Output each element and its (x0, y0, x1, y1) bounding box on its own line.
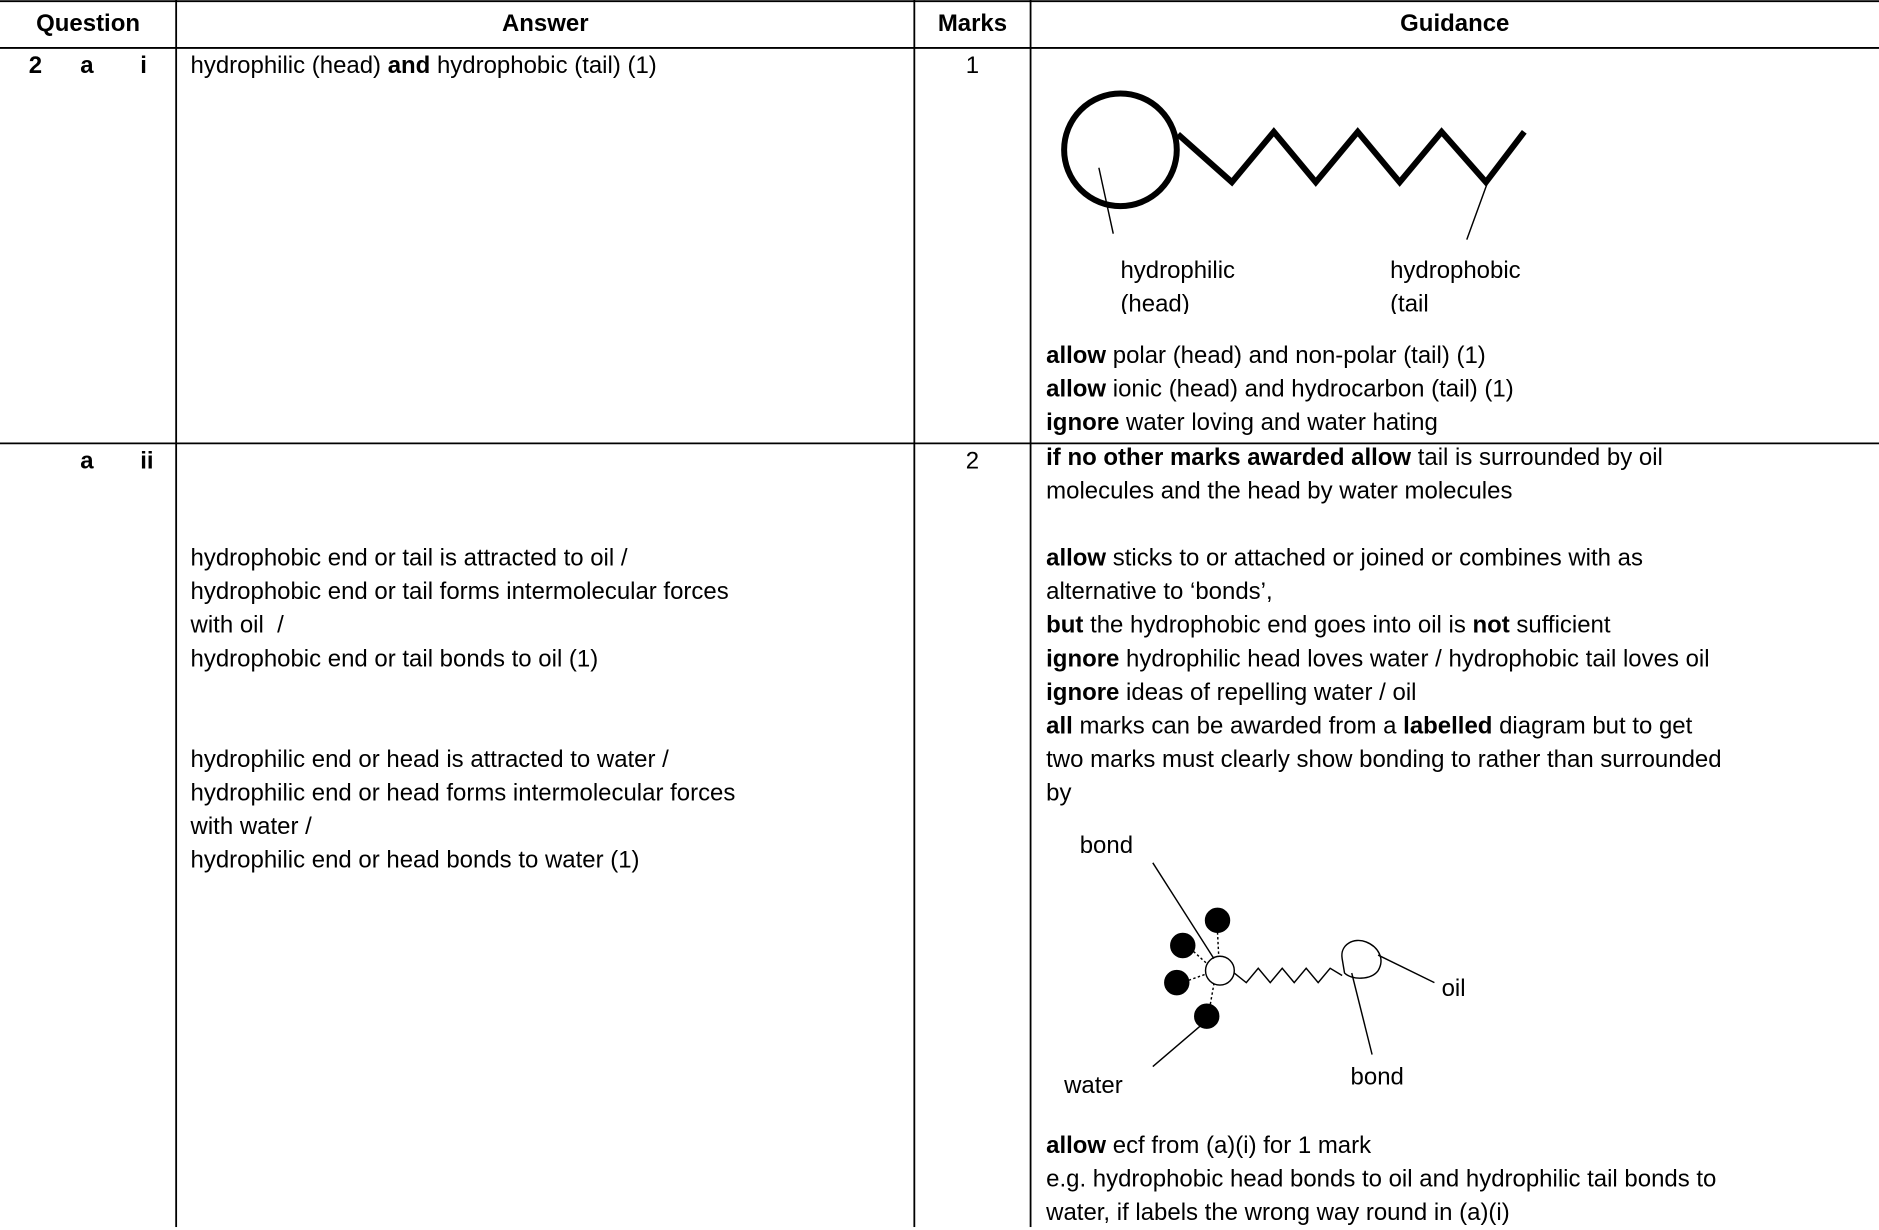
text: molecules and the head by water molecule… (1046, 478, 1513, 505)
guidance-line: but the hydrophobic end goes into oil is… (1046, 609, 1610, 643)
guidance-line: alternative to ‘bonds’, (1046, 575, 1273, 609)
guidance-line: ignore ideas of repelling water / oil (1046, 676, 1416, 710)
guidance-line: two marks must clearly show bonding to r… (1046, 743, 1721, 777)
guidance-line: ignore hydrophilic head loves water / hy… (1046, 642, 1709, 676)
text: by (1046, 780, 1072, 807)
diagram-label: hydrophobic (1390, 257, 1521, 285)
text: hydrophilic (head) (190, 52, 388, 80)
diagram-label: water (1064, 1072, 1123, 1099)
question-number: i (140, 52, 147, 80)
text: hydrophilic end or head bonds to water (… (190, 847, 640, 874)
marks: 2 (965, 448, 980, 475)
text: water, if labels the wrong way round in … (1046, 1199, 1510, 1226)
bold-text: labelled (1403, 713, 1493, 740)
text: hydrophobic end or tail is attracted to … (190, 545, 628, 572)
guidance-line: by (1046, 777, 1071, 811)
text: hydrophilic end or head is attracted to … (190, 746, 669, 773)
bold-text: allow (1046, 545, 1107, 572)
text: tail is surrounded by oil (1411, 444, 1663, 471)
guidance-line: ignore water loving and water hating (1046, 406, 1438, 440)
bold-text: ignore (1046, 679, 1120, 706)
text: hydrophobic (tail) (1) (430, 52, 657, 80)
surfactant-diagram (1061, 90, 1527, 240)
question-number: ii (140, 448, 154, 475)
text: polar (head) and non-polar (tail) (1) (1106, 342, 1486, 370)
answer-line: with oil / (191, 609, 284, 643)
bold-text: not (1472, 612, 1510, 639)
guidance-line: if no other marks awarded allow tail is … (1046, 441, 1663, 475)
diagram-label: (tail (1390, 291, 1429, 314)
answer-line: hydrophilic end or head is attracted to … (191, 743, 669, 777)
guidance-line: allow ionic (head) and hydrocarbon (tail… (1046, 373, 1514, 407)
text: with water / (190, 813, 312, 841)
guidance-line: allow polar (head) and non-polar (tail) … (1046, 339, 1486, 373)
marks: 1 (965, 52, 980, 80)
answer-line: hydrophilic end or head bonds to water (… (191, 844, 640, 878)
text: ecf from (a)(i) for 1 mark (1106, 1132, 1372, 1159)
diagram-label: bond (1079, 832, 1134, 860)
bold-text: allow (1046, 1132, 1107, 1159)
text: marks can be awarded from a (1072, 713, 1404, 740)
bold-text: and (387, 52, 431, 80)
guidance-line: all marks can be awarded from a labelled… (1046, 709, 1692, 743)
column-header: Marks (937, 10, 1008, 38)
answer-line: hydrophilic (head) and hydrophobic (tail… (191, 49, 657, 83)
guidance-line: water, if labels the wrong way round in … (1046, 1196, 1510, 1230)
bold-text: ignore (1046, 645, 1120, 673)
diagram-label: bond (1350, 1064, 1404, 1091)
column-header: Guidance (1400, 10, 1510, 38)
text: sticks to or attached or joined or combi… (1106, 545, 1643, 572)
text: with oil / (190, 612, 284, 639)
diagram-label: hydrophilic (1120, 257, 1236, 285)
text: alternative to ‘bonds’, (1046, 578, 1273, 606)
bold-text: but (1046, 612, 1084, 639)
guidance-line: allow ecf from (a)(i) for 1 mark (1046, 1129, 1371, 1163)
answer-line: hydrophilic end or head forms intermolec… (191, 777, 736, 811)
text: hydrophobic end or tail bonds to oil (1) (190, 645, 599, 673)
question-number: 2 (28, 52, 43, 80)
bold-text: all (1046, 713, 1073, 740)
answer-line: with water / (191, 810, 312, 844)
bold-text: ignore (1046, 409, 1120, 437)
text: e.g. hydrophobic head bonds to oil and h… (1046, 1165, 1717, 1193)
question-number: a (80, 448, 94, 475)
guidance-line: molecules and the head by water molecule… (1046, 475, 1512, 509)
bold-text: if no other marks awarded allow (1046, 444, 1412, 471)
question-number: a (80, 52, 94, 80)
text: the hydrophobic end goes into oil is (1083, 612, 1473, 639)
text: diagram but to get (1492, 713, 1693, 740)
text: sufficient (1509, 612, 1611, 639)
bold-text: allow (1046, 342, 1107, 370)
text: hydrophobic end or tail forms intermolec… (190, 578, 729, 606)
bonding-diagram (1152, 862, 1435, 1068)
text: water loving and water hating (1119, 409, 1438, 437)
text: ideas of repelling water / oil (1119, 679, 1417, 706)
diagram-label: (head) (1120, 291, 1190, 314)
answer-line: hydrophobic end or tail bonds to oil (1) (191, 642, 599, 676)
text: hydrophilic head loves water / hydrophob… (1119, 645, 1710, 673)
text: ionic (head) and hydrocarbon (tail) (1) (1106, 376, 1514, 403)
guidance-line: allow sticks to or attached or joined or… (1046, 542, 1643, 576)
guidance-line: e.g. hydrophobic head bonds to oil and h… (1046, 1162, 1716, 1196)
text: hydrophilic end or head forms intermolec… (190, 780, 736, 807)
bold-text: allow (1046, 376, 1107, 403)
answer-line: hydrophobic end or tail is attracted to … (191, 542, 628, 576)
text: two marks must clearly show bonding to r… (1046, 746, 1722, 773)
diagram-label: oil (1441, 975, 1466, 1002)
answer-line: hydrophobic end or tail forms intermolec… (191, 575, 729, 609)
column-header: Answer (501, 10, 589, 38)
column-header: Question (36, 10, 140, 38)
